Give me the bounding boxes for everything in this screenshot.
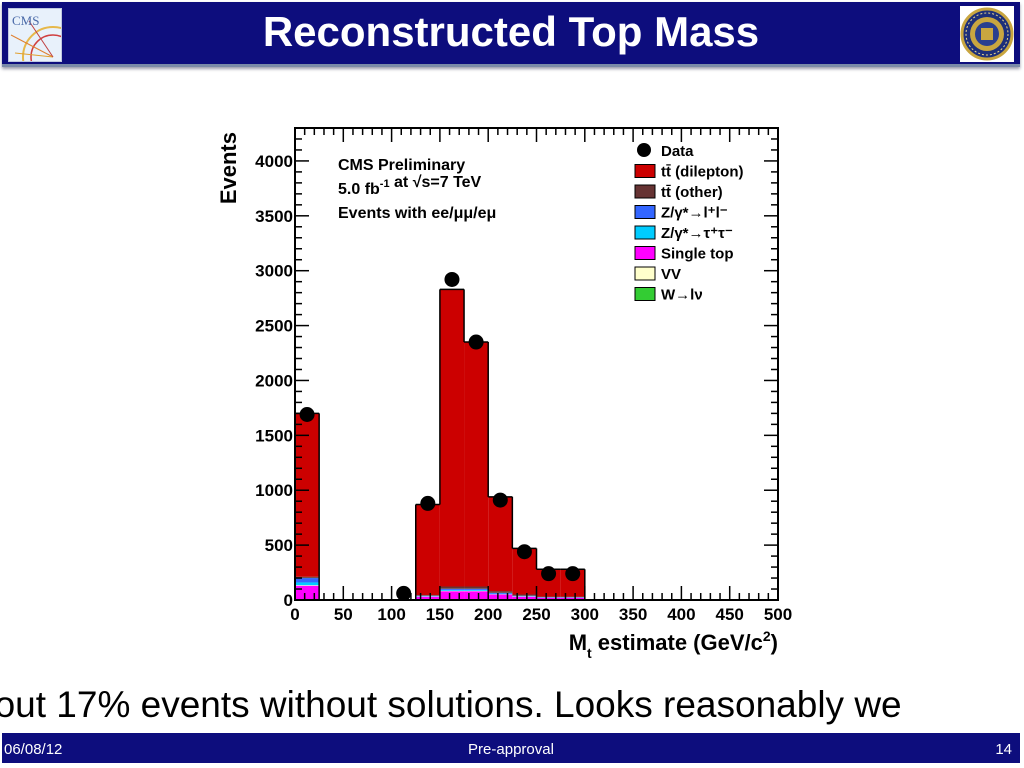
- bar-segment: [512, 595, 536, 596]
- bar-segment: [561, 597, 585, 598]
- slide-footnote: bout 17% events without solutions. Looks…: [0, 684, 1024, 726]
- legend-label: Z/γ*→τ⁺τ⁻: [661, 225, 733, 242]
- data-point: [469, 335, 484, 350]
- bar-segment: [440, 591, 464, 600]
- x-tick-label: 300: [571, 605, 599, 624]
- legend-swatch: [635, 226, 655, 239]
- bar-segment: [488, 594, 512, 595]
- legend-swatch: [635, 267, 655, 280]
- y-tick-label: 4000: [255, 152, 293, 171]
- chart-container: 0 50 100 150 200 250 300 350 400 450 500 0 500 1000 15…: [210, 118, 810, 666]
- bar-segment: [488, 497, 512, 591]
- data-point: [493, 493, 508, 508]
- bar-segment: [416, 595, 440, 596]
- bar-segment: [464, 591, 488, 600]
- bar-segment: [488, 591, 512, 593]
- histogram-bars: [295, 289, 585, 600]
- bar-segment: [295, 586, 319, 600]
- bar-segment: [440, 289, 464, 586]
- annotation-line: Events with ee/μμ/eμ: [338, 205, 496, 222]
- legend-label: Data: [661, 143, 694, 160]
- legend-swatch: [635, 247, 655, 260]
- footer-bar: 06/08/12 Pre-approval 14: [2, 733, 1020, 763]
- footer-title: Pre-approval: [2, 741, 1020, 758]
- y-tick-label: 500: [265, 536, 293, 555]
- legend-marker: [637, 143, 651, 157]
- legend-swatch: [635, 165, 655, 178]
- title-bar: CMS Reconstructed Top Mass: [2, 2, 1020, 67]
- bar-segment: [488, 593, 512, 594]
- legend-label: Z/γ*→l⁺l⁻: [661, 205, 728, 222]
- x-tick-label: 200: [474, 605, 502, 624]
- y-tick-label: 2000: [255, 371, 293, 390]
- legend-label: tt̄ (other): [661, 184, 723, 201]
- slide-title: Reconstructed Top Mass: [2, 8, 1020, 56]
- legend-swatch: [635, 288, 655, 301]
- legend-label: Single top: [661, 246, 734, 263]
- y-tick-label: 3000: [255, 262, 293, 281]
- x-tick-label: 350: [619, 605, 647, 624]
- data-point: [517, 544, 532, 559]
- bar-segment: [440, 590, 464, 591]
- y-axis-label: Events: [216, 132, 241, 204]
- y-tick-label: 1000: [255, 481, 293, 500]
- y-tick-label: 1500: [255, 426, 293, 445]
- x-tick-label: 400: [667, 605, 695, 624]
- x-tick-label: 150: [426, 605, 454, 624]
- y-tick-label: 0: [284, 591, 293, 610]
- data-point: [444, 272, 459, 287]
- legend: Data tt̄ (dilepton) tt̄ (other) Z/γ*→l⁺l⁻ Z/…: [635, 143, 743, 304]
- bar-segment: [537, 597, 561, 598]
- university-seal-graphic: [960, 6, 1014, 62]
- data-point: [420, 496, 435, 511]
- mass-histogram: 0 50 100 150 200 250 300 350 400 450 5000500100015…: [210, 118, 810, 666]
- y-tick-label: 3500: [255, 207, 293, 226]
- bar-segment: [295, 413, 319, 576]
- annotation-line: CMS Preliminary: [338, 157, 465, 174]
- data-point: [565, 566, 580, 581]
- data-point: [300, 407, 315, 422]
- y-tick-label: 2500: [255, 317, 293, 336]
- bar-segment: [464, 590, 488, 591]
- bar-segment: [440, 589, 464, 590]
- x-tick-label: 250: [522, 605, 550, 624]
- legend-swatch: [635, 206, 655, 219]
- data-point: [396, 586, 411, 601]
- legend-swatch: [635, 185, 655, 198]
- x-axis-label: Mt estimate (GeV/c2): [569, 628, 778, 661]
- bar-segment: [295, 582, 319, 585]
- page-number: 14: [995, 741, 1012, 758]
- bar-segment: [464, 342, 488, 586]
- x-tick-label: 500: [764, 605, 792, 624]
- legend-label: VV: [661, 266, 681, 283]
- x-tick-label: 100: [377, 605, 405, 624]
- bar-segment: [295, 585, 319, 586]
- annotation-line: 5.0 fb-1 at √s=7 TeV: [338, 174, 482, 198]
- bar-segment: [464, 586, 488, 588]
- legend-label: tt̄ (dilepton): [661, 163, 743, 180]
- data-point: [541, 566, 556, 581]
- x-tick-label: 50: [334, 605, 353, 624]
- legend-label: W→lν: [661, 287, 703, 304]
- university-seal: [960, 6, 1014, 62]
- bar-segment: [416, 505, 440, 596]
- bar-segment: [464, 589, 488, 590]
- x-tick-label: 450: [716, 605, 744, 624]
- bar-segment: [440, 586, 464, 588]
